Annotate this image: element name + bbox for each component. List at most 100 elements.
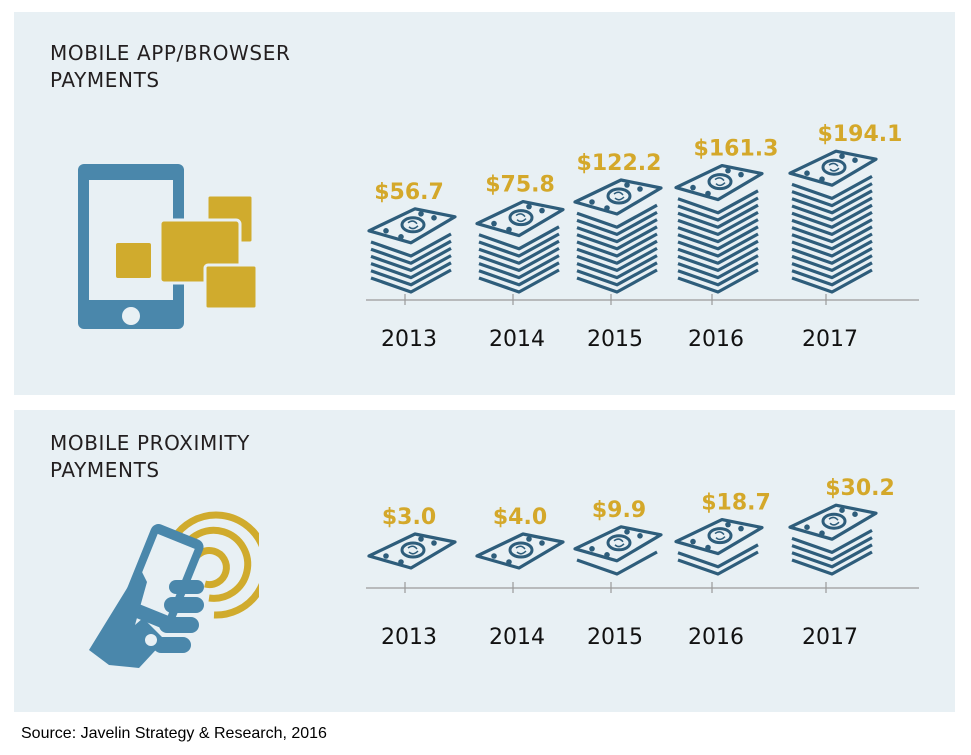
- x-tick-label: 2016: [688, 625, 744, 650]
- bill-dot: [819, 530, 825, 536]
- dollar-icon: [515, 213, 527, 223]
- bill-layer: [791, 239, 873, 265]
- bill-dot: [804, 170, 810, 176]
- bill-dot: [819, 176, 825, 182]
- bill-dot: [852, 511, 858, 517]
- bill-dot: [418, 536, 424, 542]
- bill-dot: [589, 199, 595, 205]
- bill-dot: [705, 190, 711, 197]
- top-bill: [475, 532, 565, 570]
- title-line-2: PAYMENTS: [50, 68, 160, 92]
- bill-dot: [738, 171, 744, 178]
- title-line-1: MOBILE PROXIMITY: [50, 431, 250, 455]
- bill-layer: [791, 218, 873, 244]
- money-stack-bar: [573, 178, 663, 294]
- smartphone-with-apps-icon: [74, 162, 274, 346]
- x-tick-label: 2014: [489, 625, 545, 650]
- x-tick-label: 2017: [802, 327, 858, 352]
- bill-coin: [707, 173, 733, 191]
- bill-layer: [576, 550, 658, 576]
- bill-layer: [478, 254, 560, 280]
- bill-coin: [400, 216, 426, 234]
- bill-layer: [791, 528, 873, 554]
- bill-layer: [478, 232, 560, 258]
- bill-layer: [576, 268, 658, 294]
- money-stack-bar: [475, 200, 565, 294]
- bill-coin: [606, 534, 632, 552]
- bill-dot: [852, 157, 858, 163]
- dollar-icon: [613, 538, 625, 548]
- bill-dot: [839, 507, 845, 513]
- bill-dot: [839, 153, 845, 159]
- bill-dot: [604, 552, 610, 558]
- bill-layer: [791, 182, 873, 208]
- bill-layer: [370, 268, 452, 294]
- x-tick-label: 2015: [587, 327, 643, 352]
- dollar-icon: [714, 531, 726, 541]
- x-tick-label: 2017: [802, 625, 858, 650]
- app-browser-chart: 2013 $56.7 2014 $75.8 2015 $122.2 2016 $161.3 20…: [366, 122, 919, 352]
- bill-layer: [677, 225, 759, 251]
- value-label: $3.0: [382, 505, 436, 530]
- bill-layer: [370, 239, 452, 265]
- bill-layer: [478, 225, 560, 251]
- bill-layer: [677, 268, 759, 294]
- bill-coin: [707, 527, 733, 545]
- bill-dot: [506, 559, 512, 565]
- money-stack-bar: [367, 207, 457, 294]
- bill-dot: [526, 203, 532, 210]
- title-line-2: PAYMENTS: [50, 458, 160, 482]
- bill-layer: [576, 246, 658, 272]
- bill-layer: [791, 203, 873, 229]
- proximity-panel: MOBILE PROXIMITY PAYMENTS 2013 $3.0 2014 $: [14, 410, 955, 712]
- bill-coin: [821, 158, 847, 176]
- bill-dot: [431, 540, 437, 546]
- bill-dot: [690, 538, 696, 545]
- bill-layer: [576, 225, 658, 251]
- bill-dot: [383, 228, 389, 234]
- value-label: $30.2: [825, 476, 895, 501]
- bill-dot: [383, 553, 389, 559]
- bill-layer: [791, 536, 873, 562]
- bill-dot: [725, 521, 731, 528]
- bill-layer: [478, 246, 560, 272]
- bill-dot: [539, 207, 545, 214]
- x-tick-label: 2015: [587, 625, 643, 650]
- bill-layer: [370, 261, 452, 287]
- dollar-icon: [407, 220, 419, 230]
- value-label: $4.0: [493, 505, 547, 530]
- bill-layer: [791, 210, 873, 236]
- bill-layer: [677, 210, 759, 236]
- value-label: $75.8: [485, 173, 555, 198]
- bill-dot: [491, 553, 497, 559]
- proximity-title: MOBILE PROXIMITY PAYMENTS: [50, 430, 250, 484]
- bill-dot: [637, 186, 643, 192]
- bill-dot: [398, 234, 404, 240]
- bill-dot: [725, 167, 731, 174]
- bill-layer: [677, 246, 759, 272]
- bill-dot: [589, 546, 595, 552]
- app-browser-title: MOBILE APP/BROWSER PAYMENTS: [50, 40, 290, 94]
- bill-dot: [637, 533, 643, 539]
- bill-layer: [576, 254, 658, 280]
- bill-layer: [677, 218, 759, 244]
- bill-layer: [791, 254, 873, 280]
- bill-layer: [478, 239, 560, 265]
- bill-coin: [400, 541, 426, 559]
- bill-layer: [576, 203, 658, 229]
- app-browser-panel: MOBILE APP/BROWSER PAYMENTS 2013 $56.7 201…: [14, 12, 955, 395]
- dollar-icon: [613, 191, 625, 201]
- money-stack-bar: [674, 164, 764, 294]
- bill-layer: [677, 203, 759, 229]
- bill-coin: [821, 512, 847, 530]
- bill-layer: [677, 261, 759, 287]
- x-tick-label: 2016: [688, 327, 744, 352]
- value-label: $56.7: [374, 180, 444, 205]
- bill-layer: [791, 189, 873, 215]
- money-stack-bar: [573, 525, 663, 576]
- bill-dot: [624, 529, 630, 535]
- money-stack-bar: [367, 532, 457, 570]
- bill-layer: [576, 239, 658, 265]
- bill-layer: [791, 261, 873, 287]
- proximity-chart: 2013 $3.0 2014 $4.0 2015 $9.9 2016 $18.7 2017 $30…: [366, 476, 919, 650]
